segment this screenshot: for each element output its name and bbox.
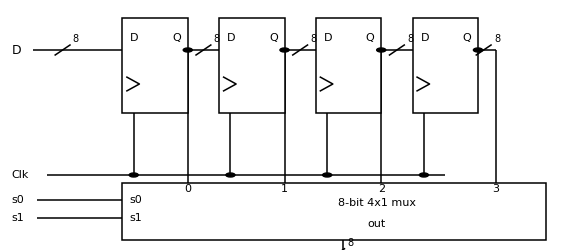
- Circle shape: [323, 173, 332, 177]
- Circle shape: [226, 173, 235, 177]
- Circle shape: [183, 48, 192, 52]
- Text: D: D: [130, 34, 139, 43]
- Bar: [219, 18, 284, 112]
- Circle shape: [419, 173, 428, 177]
- Text: Q: Q: [172, 34, 181, 43]
- Text: s0: s0: [129, 195, 142, 205]
- Text: D: D: [420, 34, 429, 43]
- Text: Q: Q: [366, 34, 374, 43]
- Text: Q: Q: [463, 34, 471, 43]
- Text: out: out: [368, 219, 386, 229]
- Text: Q: Q: [269, 34, 278, 43]
- Circle shape: [473, 48, 483, 52]
- Text: 3: 3: [493, 184, 500, 194]
- Text: 8: 8: [311, 34, 316, 44]
- Text: 8: 8: [494, 34, 500, 44]
- Text: 0: 0: [184, 184, 191, 194]
- Text: s0: s0: [11, 195, 24, 205]
- Bar: [413, 18, 478, 112]
- Text: D: D: [324, 34, 332, 43]
- Bar: [122, 182, 546, 240]
- Text: 8: 8: [214, 34, 220, 44]
- Text: D: D: [227, 34, 236, 43]
- Text: Clk: Clk: [11, 170, 29, 180]
- Text: s1: s1: [129, 213, 142, 223]
- Bar: [122, 18, 188, 112]
- Text: D: D: [11, 44, 21, 57]
- Circle shape: [377, 48, 386, 52]
- Text: 8: 8: [347, 238, 353, 248]
- Text: 1: 1: [281, 184, 288, 194]
- Bar: [316, 18, 381, 112]
- Text: 8-bit 4x1 mux: 8-bit 4x1 mux: [337, 198, 416, 207]
- Circle shape: [129, 173, 138, 177]
- Text: 2: 2: [378, 184, 385, 194]
- Text: s1: s1: [11, 213, 24, 223]
- Text: 8: 8: [407, 34, 413, 44]
- Text: 8: 8: [73, 34, 79, 44]
- Circle shape: [280, 48, 289, 52]
